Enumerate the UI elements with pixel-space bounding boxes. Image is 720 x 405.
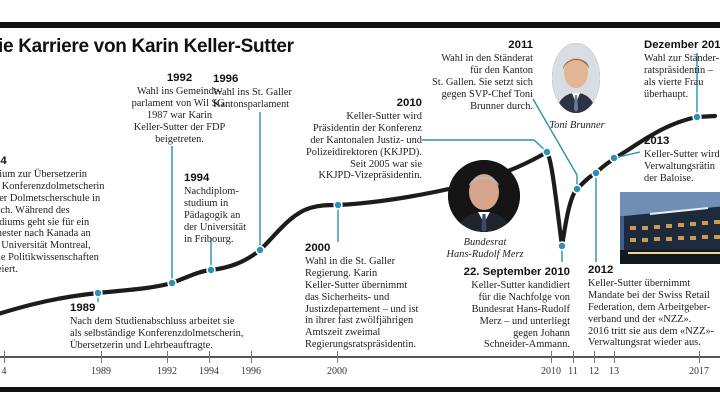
event-text: Wahl ins St. Galler Kantonsparlament [213,86,292,110]
event-text: Keller-Sutter wird Präsidentin der Konfe… [305,110,422,182]
marker-2012 [591,168,601,178]
event-year: 1994 [184,172,210,184]
marker-2013 [609,153,619,163]
event-text: Wahl in die St. Galler Regierung. Karin … [305,255,419,351]
event-text: Wahl ins Gemeinde- parlament von Wil SG.… [131,85,228,145]
axis-tick-label: 13 [609,366,619,377]
event-2010-september: 22. September 2010 Keller-Sutter kandidi… [440,266,570,351]
axis-tick-label: 12 [589,366,599,377]
event-year: 2011 [508,39,533,51]
axis-tick [167,351,168,363]
marker-1994 [206,265,216,275]
axis-tick [337,351,338,363]
event-year: 2013 [644,135,670,147]
graphic-title: ie Karriere von Karin Keller-Sutter [0,36,294,57]
caption-brunner: Toni Brunner [549,120,605,131]
axis-tick [4,351,5,363]
leader-2011-a [532,98,578,176]
event-year: 2010 [396,97,422,109]
marker-2000 [333,200,343,210]
portrait-toni-brunner [552,43,600,113]
caption-merz: Bundesrat Hans-Rudolf Merz [446,237,524,260]
event-year: 1996 [213,73,239,85]
axis-tick [209,351,210,363]
event-text: Keller-Sutter übernimmt Mandate bei der … [588,277,715,349]
event-text: Wahl zur Ständer- ratspräsidentin – als … [644,52,720,100]
axis-tick-label: 4 [1,366,7,377]
axis-tick-label: 2017 [689,366,709,377]
event-year: 1989 [70,302,96,314]
axis-tick-label: 1996 [241,366,261,377]
event-1996: 1996 Wahl ins St. Galler Kantonsparlamen… [213,73,313,111]
marker-2010sep [557,241,567,251]
event-markers [93,112,702,298]
marker-1989 [93,288,103,298]
axis-tick [594,351,595,363]
portrait-illustration [448,160,520,232]
event-text: Keller-Sutter kandidiert für die Nachfol… [471,279,570,351]
axis-tick [614,351,615,363]
axis-tick [573,351,574,363]
portrait-hans-rudolf-merz [448,160,520,232]
bottom-rule [0,387,720,392]
event-text: Keller-Sutter wird Verwaltungsrätin der … [644,148,720,184]
axis-tick-label: 2010 [541,366,561,377]
event-2013: 2013 Keller-Sutter wird Verwaltungsrätin… [644,135,720,185]
timeline-axis [0,356,720,358]
event-1994: 1994 Nachdiplom- studium in Pädagogik an… [184,172,264,245]
marker-2010 [542,147,552,157]
event-year: Dezember 2017 [644,39,720,51]
axis-tick [101,351,102,363]
axis-tick-label: 1989 [91,366,111,377]
axis-tick [551,351,552,363]
top-rule [0,22,720,28]
event-text: Wahl in den Ständerat für den Kanton St.… [431,52,533,112]
marker-1996 [255,245,265,255]
marker-2017 [692,112,702,122]
leader-lines [97,53,698,302]
event-year: 1992 [166,72,193,84]
event-2011: 2011 Wahl in den Ständerat für den Kanto… [418,39,533,112]
building-illustration [620,192,720,264]
event-year: 84 [0,155,7,167]
event-text: dium zur Übersetzerin d Konferenzdolmets… [0,168,105,276]
marker-2011 [572,184,582,194]
marker-1992 [167,278,177,288]
event-year: 2000 [305,242,331,254]
event-year: 22. September 2010 [463,266,570,278]
portrait-illustration [552,43,600,113]
event-2017: Dezember 2017 Wahl zur Ständer- ratspräs… [644,39,720,101]
axis-tick [251,351,252,363]
axis-tick [699,351,700,363]
event-2010: 2010 Keller-Sutter wird Präsidentin der … [280,97,422,182]
event-1992: 1992 Wahl ins Gemeinde- parlament von Wi… [112,72,247,145]
axis-tick-label: 11 [568,366,578,377]
event-text: Nach dem Studienabschluss arbeitet sie a… [70,315,244,351]
axis-tick-label: 2000 [327,366,347,377]
event-1984: 84 dium zur Übersetzerin d Konferenzdolm… [0,155,144,276]
axis-tick-label: 1992 [157,366,177,377]
event-1989: 1989 Nach dem Studienabschluss arbeitet … [70,302,270,352]
event-2000: 2000 Wahl in die St. Galler Regierung. K… [305,242,455,351]
event-year: 2012 [588,264,614,276]
event-2012: 2012 Keller-Sutter übernimmt Mandate bei… [588,264,720,349]
event-text: Nachdiplom- studium in Pädagogik an der … [184,185,247,245]
axis-tick-label: 1994 [199,366,219,377]
photo-baloise-building [620,192,720,264]
